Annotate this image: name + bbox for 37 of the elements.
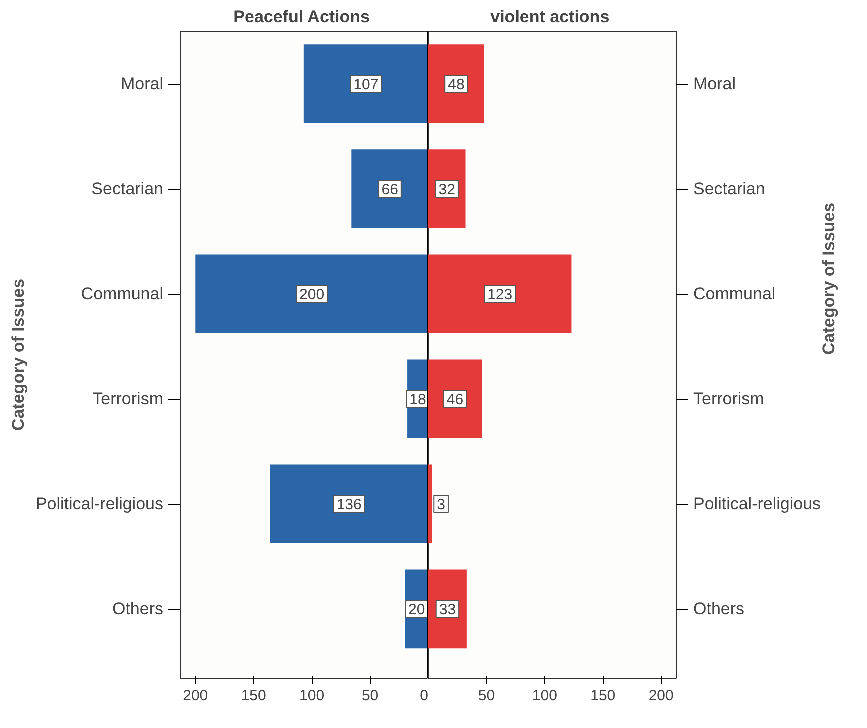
data-label: 136 [336,496,362,514]
y-tick-label: Others [694,600,745,619]
x-tick-label: 50 [362,688,379,704]
x-tick-label: 200 [648,688,674,704]
data-label: 46 [446,392,464,409]
x-tick-label: 0 [420,688,428,704]
y2-axis-title: Category of Issues [820,202,839,355]
x-tick-label: 150 [241,688,266,704]
x-tick-label: 100 [300,688,325,704]
data-label: 66 [382,182,398,199]
y-tick-label: Sectarian [694,180,766,199]
y-tick-label: Political-religious [36,494,164,514]
data-label: 32 [438,182,456,199]
data-label: 18 [410,392,426,409]
data-label: 20 [408,602,426,619]
y-tick-label: Others [112,600,164,619]
x-tick-label: 150 [590,688,616,704]
y-tick-label: Terrorism [694,390,764,409]
y-tick-label: Moral [120,74,164,94]
chart-title: violent actions [490,8,610,26]
x-tick-label: 50 [478,688,496,704]
data-label: 48 [448,76,465,94]
y-axis-title: Category of Issues [8,278,28,432]
data-label: 3 [437,496,446,514]
y-tick-label: Terrorism [92,390,164,409]
y-tick-label: Communal [694,284,776,304]
data-label: 33 [439,602,456,619]
data-label: 107 [354,76,379,94]
y-tick-label: Political-religious [694,494,822,514]
x-tick-label: 100 [532,688,558,704]
data-label: 123 [488,286,513,304]
y-tick-label: Sectarian [92,180,164,199]
y-tick-label: Moral [694,74,736,94]
x-tick-label: 200 [183,688,208,704]
y-tick-label: Communal [81,284,164,304]
chart-title: Peaceful Actions [234,8,370,26]
data-label: 200 [300,286,325,304]
